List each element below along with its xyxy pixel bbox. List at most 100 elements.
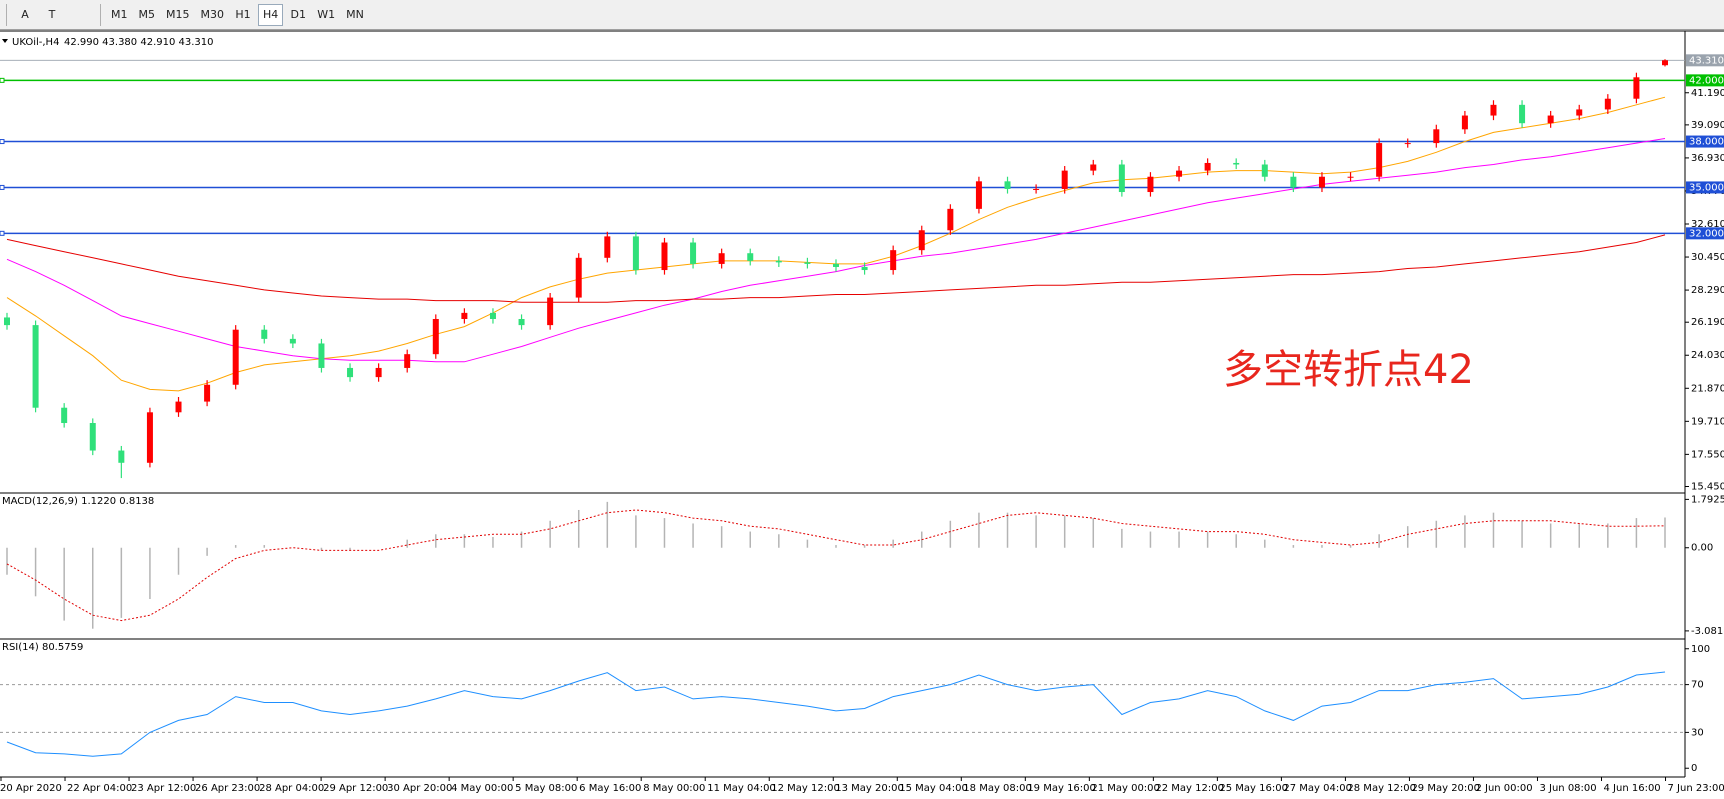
candle-body [1233, 162, 1240, 165]
candle-body [1576, 109, 1583, 116]
y-tick-label: 26.190 [1691, 317, 1724, 328]
timeframe-button[interactable]: M1 [111, 8, 128, 21]
panel-title: UKOil-,H4 [12, 37, 59, 48]
level-handle [0, 184, 5, 190]
candle-body [575, 257, 582, 298]
candle-body [1204, 162, 1211, 171]
x-tick-label: 18 May 08:00 [963, 783, 1032, 794]
timeframe-button[interactable]: M15 [166, 8, 190, 21]
y-tick-label: 41.190 [1691, 88, 1724, 99]
x-tick-label: 12 May 12:00 [771, 783, 840, 794]
candle-body [146, 412, 153, 463]
y-tick-label: 15.450 [1691, 481, 1724, 492]
candle-body [1433, 129, 1440, 144]
panel-title: RSI(14) 80.5759 [2, 642, 83, 653]
timeframe-button[interactable]: M30 [200, 8, 225, 21]
candle-body [4, 317, 10, 326]
level-label: 42.000 [1689, 75, 1724, 86]
candle-body [861, 266, 868, 271]
x-tick-label: 21 May 00:00 [1091, 783, 1160, 794]
candle-body [718, 253, 725, 264]
x-tick-label: 29 May 20:00 [1411, 783, 1480, 794]
candle-body [261, 329, 268, 339]
candle-body [975, 181, 982, 209]
candle-body [1318, 176, 1325, 188]
level-label-box [1686, 227, 1724, 240]
x-tick-label: 2 Jun 00:00 [1475, 783, 1532, 794]
x-tick-label: 20 Apr 2020 [0, 783, 62, 794]
candle-body [1033, 188, 1040, 190]
y-tick-label: -3.0818 [1691, 626, 1724, 637]
x-tick-label: 19 May 16:00 [1027, 783, 1096, 794]
separator [6, 3, 7, 26]
candle-body [1261, 164, 1268, 177]
y-tick-label: 70 [1691, 680, 1704, 691]
x-tick-label: 4 May 00:00 [451, 783, 513, 794]
header-values: 42.990 43.380 42.910 43.310 [64, 37, 214, 48]
timeframe-button[interactable]: M5 [138, 8, 156, 21]
candle-body [775, 260, 782, 263]
x-tick-label: 6 May 16:00 [579, 783, 641, 794]
candle-body [1547, 115, 1554, 124]
candle-body [318, 343, 325, 368]
moving-average [6, 234, 1666, 303]
timeframe-button[interactable]: H1 [235, 8, 251, 21]
header-arrow [2, 39, 8, 43]
separator [100, 3, 101, 26]
candle-body [1347, 176, 1354, 178]
y-tick-label: 0 [1691, 763, 1697, 774]
candle-body [890, 250, 897, 271]
candle-body [661, 242, 668, 271]
candle-body [1290, 176, 1297, 188]
y-tick-label: 0.00 [1691, 543, 1713, 554]
y-tick-label: 39.090 [1691, 120, 1724, 131]
level-label: 32.000 [1689, 228, 1724, 239]
candle-body [89, 423, 96, 451]
last-price-label: 43.310 [1689, 55, 1724, 66]
candle-body [632, 236, 639, 271]
level-label: 35.000 [1689, 182, 1724, 193]
candle-body [747, 253, 754, 261]
candle-body [1118, 164, 1125, 193]
y-tick-label: 32.610 [1691, 219, 1724, 230]
y-tick-label: 30.450 [1691, 252, 1724, 263]
timeframe-button[interactable]: H4 [258, 3, 284, 26]
tool-button[interactable]: T [48, 8, 56, 21]
candle-body [604, 236, 611, 258]
candle-body [1490, 104, 1497, 116]
y-tick-label: 19.710 [1691, 416, 1724, 427]
y-tick-label: 21.870 [1691, 383, 1724, 394]
tool-button[interactable]: A [21, 8, 29, 21]
x-tick-label: 25 May 16:00 [1219, 783, 1288, 794]
x-tick-label: 7 Jun 23:00 [1668, 783, 1724, 794]
timeframe-button[interactable]: MN [346, 8, 364, 21]
y-tick-label: 17.550 [1691, 449, 1724, 460]
rsi-line [6, 671, 1666, 757]
timeframe-button[interactable]: D1 [290, 8, 307, 21]
level-label-box [1686, 74, 1724, 87]
level-handle [0, 230, 5, 236]
candle-body [204, 384, 211, 402]
x-tick-label: 23 Apr 12:00 [131, 783, 196, 794]
y-tick-label: 1.7925 [1691, 494, 1724, 505]
x-tick-label: 28 May 12:00 [1347, 783, 1416, 794]
level-handle [0, 77, 5, 83]
x-tick-label: 26 Apr 23:00 [195, 783, 260, 794]
candle-body [118, 450, 125, 463]
x-tick-label: 27 May 04:00 [1283, 783, 1352, 794]
x-tick-label: 15 May 04:00 [899, 783, 968, 794]
x-tick-label: 22 Apr 04:00 [67, 783, 132, 794]
timeframe-button[interactable]: W1 [317, 8, 336, 21]
level-label-box [1686, 135, 1724, 148]
macd-signal [6, 509, 1666, 622]
candle-body [375, 367, 382, 378]
x-tick-label: 4 Jun 16:00 [1604, 783, 1661, 794]
annotation: 多空转折点42 [1223, 347, 1474, 393]
candle-body [61, 407, 68, 424]
candle-body [1662, 60, 1668, 66]
moving-average [6, 138, 1666, 363]
candle-body [1004, 181, 1011, 189]
y-tick-label: 28.290 [1691, 285, 1724, 296]
